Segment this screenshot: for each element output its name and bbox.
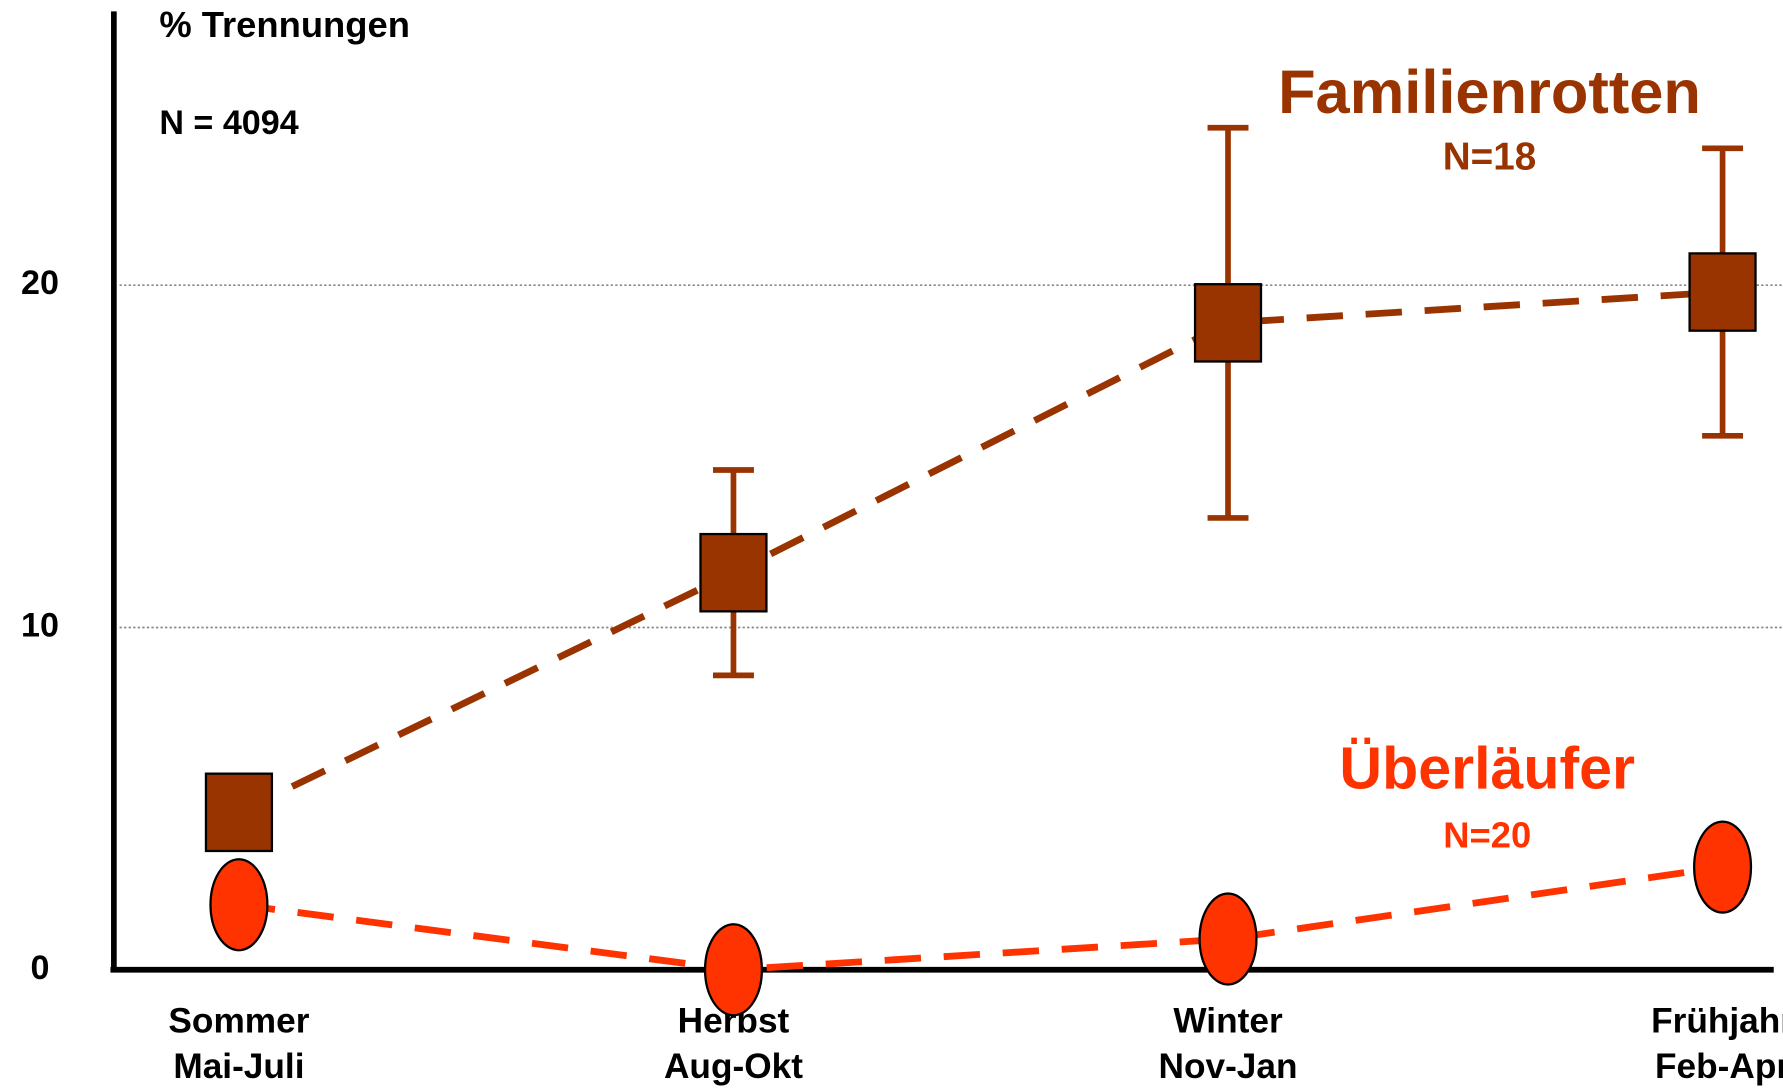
x-tick-label: Frühjahr bbox=[1651, 1002, 1783, 1041]
y-axis-label: % Trennungen bbox=[159, 4, 410, 45]
series-line bbox=[238, 863, 1724, 974]
marker bbox=[699, 532, 768, 613]
series-label: Familienrotten bbox=[1278, 58, 1701, 127]
marker bbox=[209, 858, 269, 952]
y-tick-label: 10 bbox=[21, 606, 59, 644]
x-tick-label: Feb-Apr bbox=[1655, 1047, 1783, 1086]
series-label: Überläufer bbox=[1339, 735, 1635, 802]
series-n: N=20 bbox=[1443, 814, 1531, 855]
marker bbox=[1193, 283, 1263, 363]
y-tick-label: 20 bbox=[21, 264, 59, 302]
marker bbox=[1688, 252, 1757, 332]
annotation: N = 4094 bbox=[159, 104, 298, 142]
y-tick-label: 0 bbox=[30, 949, 49, 987]
series-n: N=18 bbox=[1443, 135, 1536, 178]
x-tick-label: Sommer bbox=[168, 1002, 309, 1041]
x-tick-label: Winter bbox=[1173, 1002, 1283, 1041]
x-tick-label: Nov-Jan bbox=[1159, 1047, 1298, 1086]
marker bbox=[1693, 820, 1753, 914]
x-tick-label: Aug-Okt bbox=[664, 1047, 803, 1086]
marker bbox=[204, 772, 274, 853]
marker bbox=[703, 923, 764, 1017]
marker bbox=[1198, 892, 1258, 986]
x-tick-label: Mai-Juli bbox=[173, 1047, 304, 1086]
